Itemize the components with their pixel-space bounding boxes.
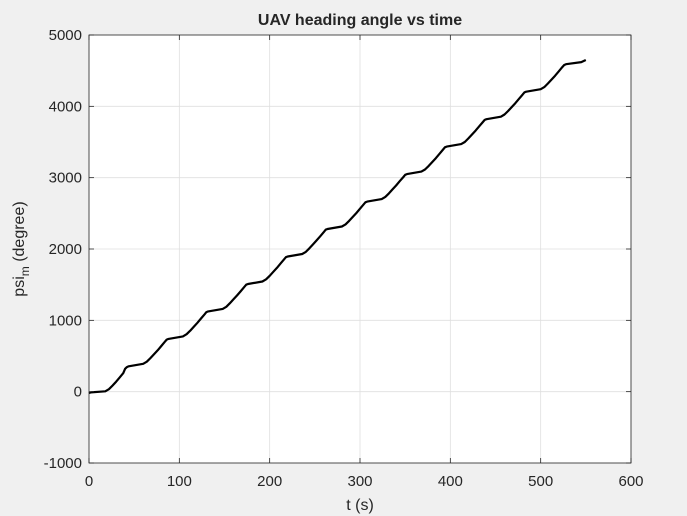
y-tick-label: 5000 bbox=[49, 27, 82, 44]
y-axis-label: psim (degree) bbox=[11, 201, 32, 296]
x-axis-label: t (s) bbox=[346, 497, 374, 514]
x-tick-label: 100 bbox=[167, 473, 192, 490]
x-tick-labels: 0 100 200 300 400 500 600 bbox=[85, 473, 644, 490]
y-tick-labels: -1000 0 1000 2000 3000 4000 5000 bbox=[44, 27, 82, 472]
x-tick-label: 300 bbox=[347, 473, 372, 490]
x-tick-label: 0 bbox=[85, 473, 93, 490]
y-tick-label: 2000 bbox=[49, 241, 82, 258]
y-axis-label-subscript: m bbox=[18, 266, 32, 276]
y-tick-label: 1000 bbox=[49, 312, 82, 329]
x-tick-label: 200 bbox=[257, 473, 282, 490]
chart-title: UAV heading angle vs time bbox=[258, 12, 462, 29]
series-line bbox=[88, 59, 587, 395]
y-tick-label: -1000 bbox=[44, 455, 82, 472]
x-tick-label: 500 bbox=[528, 473, 553, 490]
y-tick-label: 4000 bbox=[49, 98, 82, 115]
y-axis-label-unit: (degree) bbox=[11, 201, 28, 266]
y-tick-label: 3000 bbox=[49, 170, 82, 187]
y-tick-label: 0 bbox=[74, 384, 82, 401]
y-axis-label-main: psi bbox=[11, 276, 28, 296]
x-tick-label: 400 bbox=[438, 473, 463, 490]
x-tick-label: 600 bbox=[618, 473, 643, 490]
ticks bbox=[88, 34, 632, 464]
